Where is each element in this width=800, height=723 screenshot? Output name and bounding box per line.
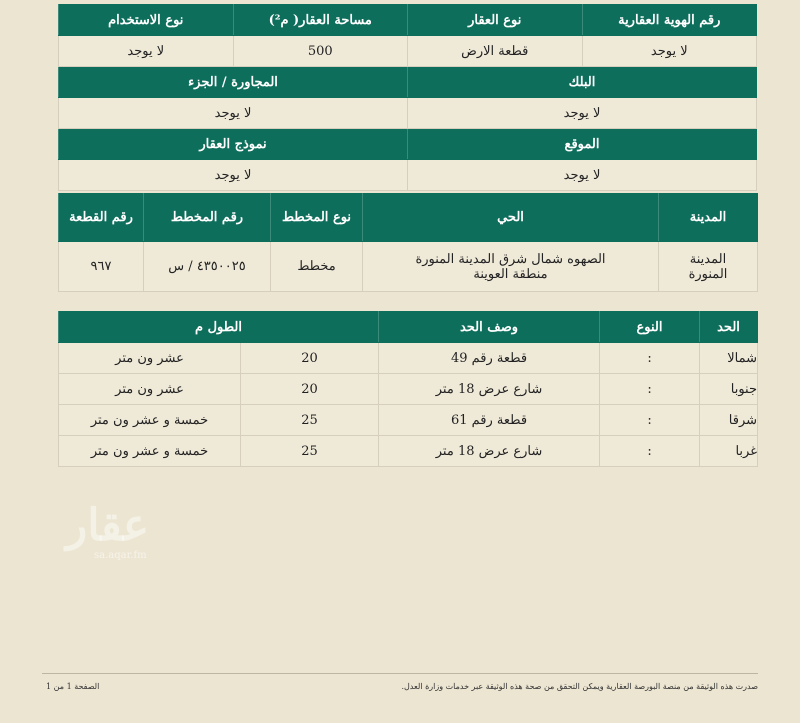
header-cell: نوع العقار xyxy=(407,4,583,36)
boundary-cell: : xyxy=(599,342,701,374)
boundary-cell: غربا xyxy=(699,435,759,467)
footer-note: صدرت هذه الوثيقة من منصة البورصة العقاري… xyxy=(401,682,758,691)
boundary-cell: شارع عرض 18 متر xyxy=(378,373,601,405)
boundary-cell: خمسة و عشر ون متر xyxy=(57,435,242,467)
boundary-cell: شمالا xyxy=(699,342,759,374)
value-cell: لا يوجد xyxy=(58,159,408,191)
boundary-cell: : xyxy=(599,404,701,436)
value-cell: لا يوجد xyxy=(407,97,757,129)
boundary-cell: 20 xyxy=(240,373,380,405)
header-cell: رقم المخطط xyxy=(143,193,271,242)
boundary-row: جنوبا: شارع عرض 18 متر 20 عشر ون متر xyxy=(57,373,759,405)
header-cell: الحي xyxy=(362,193,659,242)
header-cell: رقم القطعة xyxy=(58,193,144,242)
value-cell: لا يوجد xyxy=(58,35,234,67)
watermark-logo: عقار xyxy=(66,500,150,551)
header-cell: نوع المخطط xyxy=(270,193,363,242)
district-cell: الصهوه شمال شرق المدينة المنورة منطقة ال… xyxy=(362,241,659,292)
header-cell: النوع xyxy=(599,311,701,343)
watermark-url: sa.aqar.fm xyxy=(94,550,147,561)
value-cell: قطعة الارض xyxy=(407,35,583,67)
plot-table: المدينة الحي نوع المخطط رقم المخطط رقم ا… xyxy=(58,193,758,292)
property-info-table: رقم الهوية العقارية نوع العقار مساحة الع… xyxy=(58,4,757,191)
header-cell: نموذج العقار xyxy=(58,128,408,160)
value-cell: لا يوجد xyxy=(407,159,757,191)
plot-number-cell: ٩٦٧ xyxy=(58,241,144,292)
page-number: الصفحة 1 من 1 xyxy=(46,682,100,691)
boundary-cell: 25 xyxy=(240,435,380,467)
boundary-cell: قطعة رقم 49 xyxy=(378,342,601,374)
boundary-cell: قطعة رقم 61 xyxy=(378,404,601,436)
header-cell: الطول م xyxy=(57,311,380,343)
header-cell: البلك xyxy=(407,66,757,98)
header-cell: نوع الاستخدام xyxy=(58,4,234,36)
plan-type-cell: مخطط xyxy=(270,241,363,292)
boundary-cell: : xyxy=(599,373,701,405)
footer-divider xyxy=(42,673,758,674)
boundary-row: شمالا: قطعة رقم 49 20 عشر ون متر xyxy=(57,342,759,374)
value-cell: لا يوجد xyxy=(58,97,408,129)
boundary-cell: 20 xyxy=(240,342,380,374)
header-cell: وصف الحد xyxy=(378,311,601,343)
header-cell: الحد xyxy=(699,311,759,343)
header-cell: المدينة xyxy=(658,193,758,242)
header-cell: مساحة العقار( م²) xyxy=(232,4,408,36)
boundary-cell: عشر ون متر xyxy=(57,373,242,405)
city-cell: المدينة المنورة xyxy=(658,241,758,292)
value-cell: 500 xyxy=(232,35,408,67)
header-cell: الموقع xyxy=(407,128,757,160)
boundary-cell: : xyxy=(599,435,701,467)
boundary-cell: جنوبا xyxy=(699,373,759,405)
boundary-cell: شارع عرض 18 متر xyxy=(378,435,601,467)
boundary-row: شرقا: قطعة رقم 61 25 خمسة و عشر ون متر xyxy=(57,404,759,436)
header-cell: رقم الهوية العقارية xyxy=(581,4,757,36)
boundary-row: غربا: شارع عرض 18 متر 25 خمسة و عشر ون متر xyxy=(57,435,759,467)
boundary-cell: عشر ون متر xyxy=(57,342,242,374)
plan-number-cell: ٤٣٥٠٠٢٥ / س xyxy=(143,241,271,292)
boundaries-table: الحد النوع وصف الحد الطول م شمالا: قطعة ر… xyxy=(57,311,759,467)
boundary-cell: خمسة و عشر ون متر xyxy=(57,404,242,436)
value-cell: لا يوجد xyxy=(581,35,757,67)
boundary-cell: 25 xyxy=(240,404,380,436)
header-cell: المجاورة / الجزء xyxy=(58,66,408,98)
boundary-cell: شرقا xyxy=(699,404,759,436)
